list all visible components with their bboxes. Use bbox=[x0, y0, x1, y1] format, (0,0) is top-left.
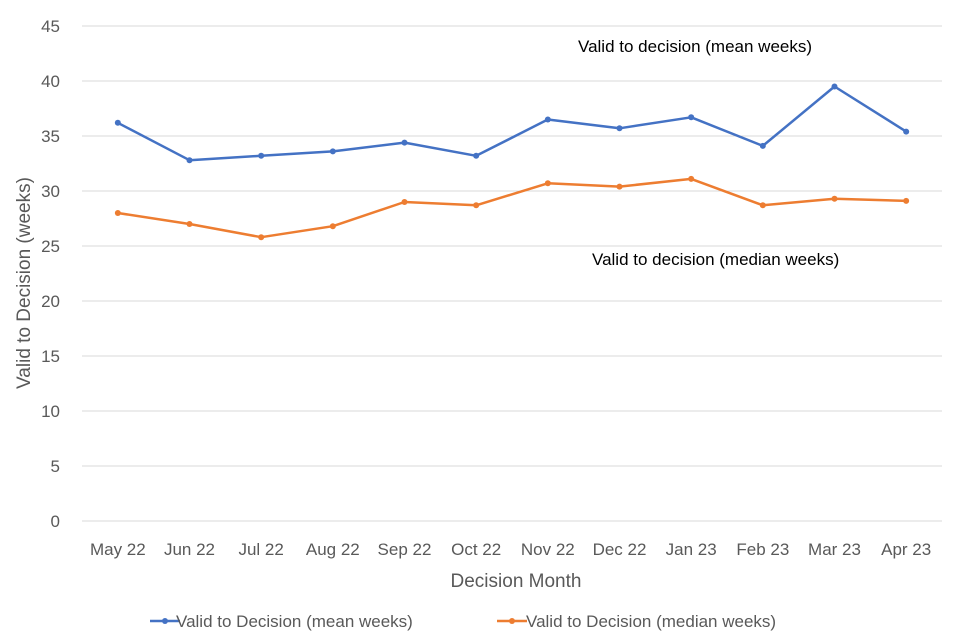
series-line-1 bbox=[117, 177, 907, 239]
data-point bbox=[258, 152, 265, 159]
annotation-median: Valid to decision (median weeks) bbox=[592, 250, 839, 269]
legend-item-mean: Valid to Decision (mean weeks) bbox=[150, 612, 413, 631]
legend-label-median: Valid to Decision (median weeks) bbox=[526, 612, 776, 631]
x-tick-label: Jul 22 bbox=[238, 540, 283, 559]
annotation-mean: Valid to decision (mean weeks) bbox=[578, 37, 812, 56]
legend-marker-median bbox=[509, 618, 515, 624]
legend-marker-mean bbox=[162, 618, 168, 624]
data-point bbox=[831, 83, 838, 90]
data-point bbox=[401, 199, 408, 205]
data-point bbox=[831, 195, 838, 202]
x-tick-label: Mar 23 bbox=[808, 540, 861, 559]
x-tick-label: Jun 22 bbox=[164, 540, 215, 559]
data-point bbox=[759, 202, 766, 209]
y-tick-label: 25 bbox=[41, 237, 60, 256]
x-tick-label: Nov 22 bbox=[521, 540, 575, 559]
data-point bbox=[186, 157, 193, 164]
data-point bbox=[903, 128, 910, 135]
data-point bbox=[616, 125, 623, 132]
data-point bbox=[473, 202, 480, 209]
data-point bbox=[401, 139, 408, 146]
x-tick-label: Jan 23 bbox=[666, 540, 717, 559]
data-point bbox=[544, 116, 551, 123]
data-point bbox=[688, 175, 695, 182]
data-point bbox=[258, 234, 265, 241]
y-tick-label: 40 bbox=[41, 72, 60, 91]
x-tick-labels: May 22 Jun 22 Jul 22 Aug 22 Sep 22 Oct 22 Nov … bbox=[90, 540, 931, 559]
gridlines bbox=[82, 25, 942, 522]
data-point bbox=[759, 142, 766, 149]
data-point bbox=[186, 221, 193, 227]
series-0 bbox=[114, 83, 910, 164]
data-point bbox=[473, 152, 480, 159]
data-point bbox=[688, 114, 695, 121]
y-tick-labels: 0 5 10 15 20 25 30 35 40 45 bbox=[41, 17, 60, 531]
legend-label-mean: Valid to Decision (mean weeks) bbox=[176, 612, 413, 631]
y-tick-label: 15 bbox=[41, 347, 60, 366]
data-point bbox=[903, 197, 910, 204]
data-point bbox=[544, 180, 551, 187]
x-tick-label: Aug 22 bbox=[306, 540, 360, 559]
y-tick-label: 20 bbox=[41, 292, 60, 311]
y-tick-label: 45 bbox=[41, 17, 60, 36]
data-point bbox=[329, 223, 336, 230]
data-point bbox=[616, 183, 623, 190]
x-axis-title: Decision Month bbox=[451, 571, 582, 592]
series-1 bbox=[114, 175, 910, 241]
y-tick-label: 10 bbox=[41, 402, 60, 421]
x-tick-label: May 22 bbox=[90, 540, 146, 559]
data-point bbox=[114, 119, 121, 126]
x-tick-label: Sep 22 bbox=[378, 540, 432, 559]
series-lines bbox=[114, 83, 910, 241]
y-tick-label: 5 bbox=[51, 457, 60, 476]
series-line-0 bbox=[117, 85, 907, 162]
x-tick-label: Oct 22 bbox=[451, 540, 501, 559]
legend: Valid to Decision (mean weeks) Valid to … bbox=[150, 612, 776, 631]
x-tick-label: Dec 22 bbox=[593, 540, 647, 559]
data-point bbox=[329, 148, 336, 155]
y-tick-label: 35 bbox=[41, 127, 60, 146]
x-tick-label: Feb 23 bbox=[736, 540, 789, 559]
y-tick-label: 0 bbox=[51, 512, 60, 531]
y-tick-label: 30 bbox=[41, 182, 60, 201]
x-tick-label: Apr 23 bbox=[881, 540, 931, 559]
legend-item-median: Valid to Decision (median weeks) bbox=[497, 612, 776, 631]
y-axis-title: Valid to Decision (weeks) bbox=[14, 177, 35, 389]
data-point bbox=[114, 210, 121, 216]
